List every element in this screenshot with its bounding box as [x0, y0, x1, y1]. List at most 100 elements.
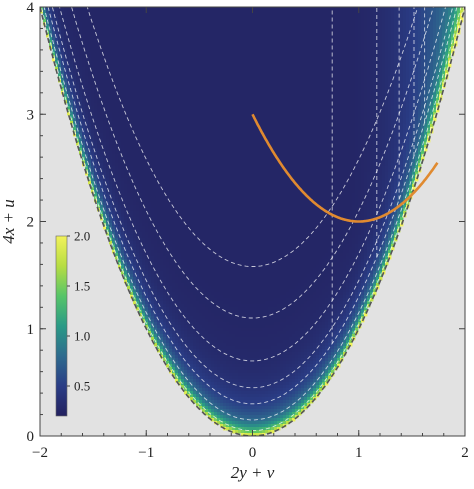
heatmap-cell — [178, 292, 182, 296]
heatmap-cell — [58, 40, 62, 44]
heatmap-cell — [79, 37, 83, 41]
heatmap-cell — [106, 25, 110, 29]
heatmap-cell — [184, 163, 188, 167]
heatmap-cell — [211, 322, 215, 326]
heatmap-cell — [166, 196, 170, 200]
heatmap-cell — [130, 244, 134, 248]
heatmap-cell — [208, 145, 212, 149]
heatmap-cell — [142, 220, 146, 224]
heatmap-cell — [127, 10, 131, 14]
heatmap-cell — [121, 73, 125, 77]
heatmap-cell — [184, 46, 188, 50]
heatmap-cell — [187, 394, 191, 398]
heatmap-cell — [160, 16, 164, 20]
heatmap-cell — [181, 352, 185, 356]
heatmap-cell — [190, 160, 194, 164]
heatmap-cell — [169, 163, 173, 167]
heatmap-cell — [136, 229, 140, 233]
heatmap-cell — [181, 103, 185, 107]
heatmap-cell — [127, 34, 131, 38]
heatmap-cell — [169, 367, 173, 371]
heatmap-cell — [148, 127, 152, 131]
heatmap-cell — [88, 88, 92, 92]
heatmap-cell — [94, 151, 98, 155]
heatmap-cell — [154, 121, 158, 125]
heatmap-cell — [127, 94, 131, 98]
heatmap-cell — [169, 316, 173, 320]
heatmap-cell — [88, 40, 92, 44]
heatmap-cell — [205, 106, 209, 110]
heatmap-cell — [118, 226, 122, 230]
heatmap-cell — [142, 250, 146, 254]
heatmap-cell — [211, 256, 215, 260]
heatmap-cell — [184, 367, 188, 371]
heatmap-cell — [196, 154, 200, 158]
heatmap-cell — [148, 103, 152, 107]
heatmap-cell — [205, 97, 209, 101]
heatmap-cell — [76, 76, 80, 80]
heatmap-cell — [202, 52, 206, 56]
heatmap-cell — [202, 136, 206, 140]
heatmap-cell — [208, 259, 212, 263]
heatmap-cell — [112, 208, 116, 212]
heatmap-cell — [178, 232, 182, 236]
heatmap-cell — [166, 88, 170, 92]
heatmap-cell — [178, 328, 182, 332]
heatmap-cell — [202, 298, 206, 302]
heatmap-cell — [127, 217, 131, 221]
heatmap-cell — [85, 22, 89, 26]
heatmap-cell — [199, 172, 203, 176]
heatmap-cell — [85, 85, 89, 89]
heatmap-cell — [178, 319, 182, 323]
heatmap-cell — [142, 175, 146, 179]
heatmap-cell — [214, 130, 218, 134]
heatmap-cell — [178, 268, 182, 272]
heatmap-cell — [199, 301, 203, 305]
heatmap-cell — [190, 349, 194, 353]
heatmap-cell — [214, 70, 218, 74]
heatmap-cell — [64, 31, 68, 35]
heatmap-cell — [103, 175, 107, 179]
heatmap-cell — [97, 46, 101, 50]
heatmap-cell — [145, 292, 149, 296]
heatmap-cell — [97, 190, 101, 194]
heatmap-cell — [100, 148, 104, 152]
heatmap-cell — [106, 157, 110, 161]
heatmap-cell — [166, 130, 170, 134]
heatmap-cell — [208, 178, 212, 182]
heatmap-cell — [121, 187, 125, 191]
heatmap-cell — [181, 115, 185, 119]
heatmap-cell — [199, 196, 203, 200]
heatmap-cell — [103, 127, 107, 131]
heatmap-cell — [130, 214, 134, 218]
heatmap-cell — [118, 160, 122, 164]
heatmap-cell — [151, 202, 155, 206]
heatmap-cell — [136, 193, 140, 197]
heatmap-cell — [142, 280, 146, 284]
heatmap-cell — [115, 46, 119, 50]
heatmap-cell — [193, 400, 197, 404]
heatmap-cell — [97, 28, 101, 32]
heatmap-cell — [190, 181, 194, 185]
heatmap-cell — [178, 61, 182, 65]
heatmap-cell — [145, 262, 149, 266]
heatmap-cell — [100, 61, 104, 65]
heatmap-cell — [202, 364, 206, 368]
heatmap-cell — [112, 52, 116, 56]
heatmap-cell — [61, 34, 65, 38]
heatmap-cell — [196, 130, 200, 134]
heatmap-cell — [100, 7, 104, 11]
heatmap-cell — [211, 178, 215, 182]
heatmap-cell — [121, 157, 125, 161]
heatmap-cell — [196, 22, 200, 26]
heatmap-cell — [106, 172, 110, 176]
heatmap-cell — [118, 46, 122, 50]
heatmap-cell — [205, 322, 209, 326]
heatmap-cell — [127, 187, 131, 191]
heatmap-cell — [133, 127, 137, 131]
heatmap-cell — [190, 178, 194, 182]
heatmap-cell — [76, 55, 80, 59]
heatmap-cell — [157, 256, 161, 260]
heatmap-cell — [106, 106, 110, 110]
heatmap-cell — [208, 124, 212, 128]
